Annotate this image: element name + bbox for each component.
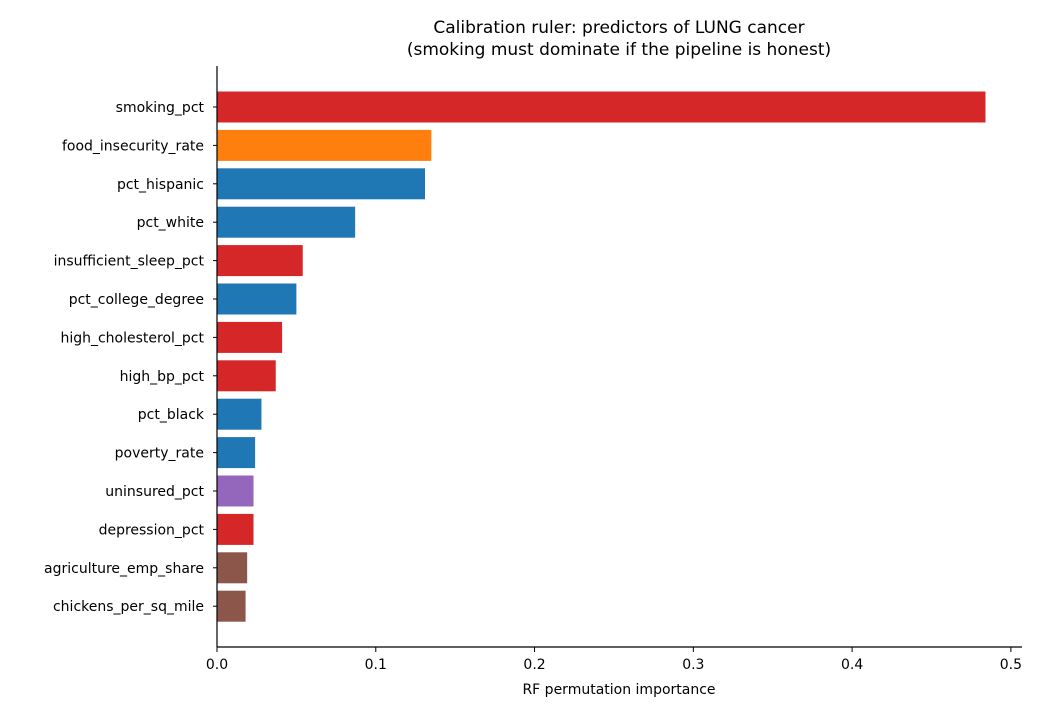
x-tick-label: 0.5 <box>1000 657 1022 673</box>
bar-pct_college_degree <box>217 283 297 315</box>
y-tick-label: pct_hispanic <box>117 177 204 193</box>
bar-food_insecurity_rate <box>217 129 432 161</box>
bar-agriculture_emp_share <box>217 552 248 584</box>
y-tick-label: high_bp_pct <box>120 369 205 385</box>
y-tick-label: uninsured_pct <box>105 484 204 500</box>
y-tick-label: high_cholesterol_pct <box>60 330 204 346</box>
y-tick-label: insufficient_sleep_pct <box>54 254 205 270</box>
x-tick-label: 0.4 <box>841 657 863 673</box>
bar-chickens_per_sq_mile <box>217 590 246 622</box>
y-tick-label: depression_pct <box>99 522 205 538</box>
x-tick-label: 0.2 <box>523 657 545 673</box>
x-axis-ticks: 0.0 0.1 0.2 0.3 0.4 0.5 <box>206 647 1022 673</box>
chart-title: Calibration ruler: predictors of LUNG ca… <box>433 18 804 38</box>
y-tick-label: pct_college_degree <box>69 292 204 308</box>
bars-group <box>217 91 986 622</box>
x-tick-label: 0.1 <box>365 657 387 673</box>
x-tick-label: 0.0 <box>206 657 228 673</box>
bar-depression_pct <box>217 513 254 545</box>
bar-pct_white <box>217 206 356 238</box>
x-tick-label: 0.3 <box>682 657 704 673</box>
y-tick-label: pct_black <box>138 407 205 423</box>
y-tick-label: food_insecurity_rate <box>62 138 204 154</box>
x-axis-label: RF permutation importance <box>522 682 715 698</box>
bar-high_cholesterol_pct <box>217 321 283 353</box>
bar-poverty_rate <box>217 437 256 469</box>
y-tick-label: poverty_rate <box>115 446 204 462</box>
bar-uninsured_pct <box>217 475 254 507</box>
y-tick-label: pct_white <box>137 215 204 231</box>
bar-smoking_pct <box>217 91 986 123</box>
bar-high_bp_pct <box>217 360 276 392</box>
bar-insufficient_sleep_pct <box>217 245 303 277</box>
y-tick-label: agriculture_emp_share <box>44 561 204 577</box>
chart-subtitle: (smoking must dominate if the pipeline i… <box>407 40 831 60</box>
y-tick-label: chickens_per_sq_mile <box>53 599 204 615</box>
bar-pct_black <box>217 398 262 430</box>
y-axis-ticks: smoking_pct food_insecurity_rate pct_hispa… <box>44 100 217 615</box>
bar-pct_hispanic <box>217 168 425 200</box>
y-tick-label: smoking_pct <box>116 100 205 116</box>
